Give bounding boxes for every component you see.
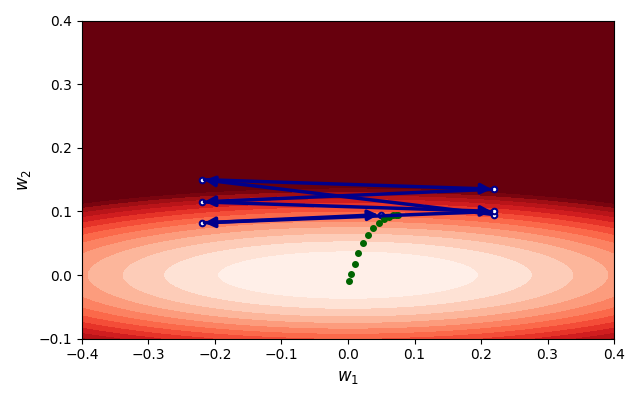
X-axis label: $w_1$: $w_1$ (337, 368, 359, 386)
Y-axis label: $w_2$: $w_2$ (15, 169, 33, 190)
